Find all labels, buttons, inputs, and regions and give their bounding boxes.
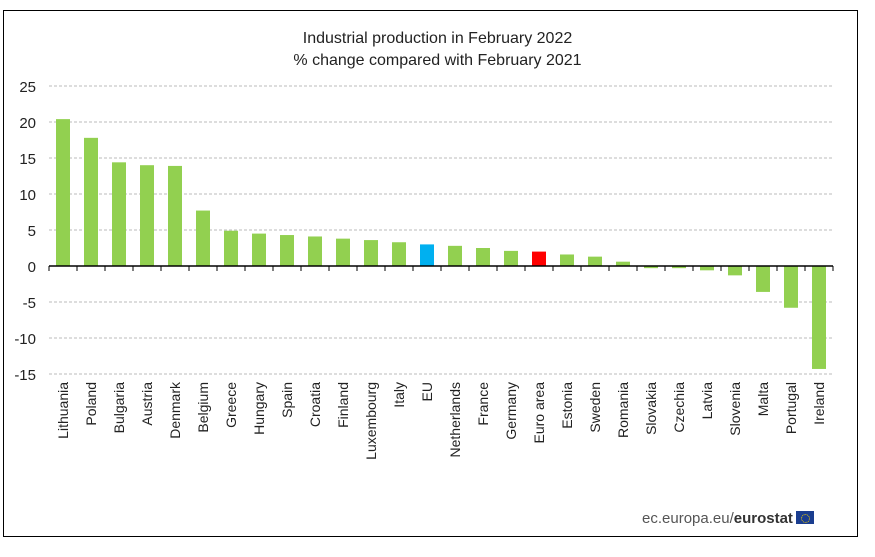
x-tick-label: Bulgaria xyxy=(111,382,127,434)
y-tick-label: -15 xyxy=(14,367,36,384)
bar-czechia xyxy=(672,266,686,269)
bar-luxembourg xyxy=(364,240,378,266)
bar-greece xyxy=(224,230,238,266)
x-tick-label: Hungary xyxy=(251,382,267,435)
chart-subtitle: % change compared with February 2021 xyxy=(293,52,582,69)
bar-germany xyxy=(504,250,518,266)
x-tick-label: Euro area xyxy=(531,382,547,444)
x-tick-label: Greece xyxy=(223,382,239,428)
footer-brand: eurostat xyxy=(733,510,793,527)
chart-frame xyxy=(3,10,858,537)
bar-finland xyxy=(336,238,350,266)
x-tick-label: Spain xyxy=(279,382,295,418)
x-tick-label: Slovakia xyxy=(643,382,659,435)
bar-hungary xyxy=(252,233,266,266)
x-tick-label: Slovenia xyxy=(727,382,743,436)
y-tick-label: 0 xyxy=(28,259,36,276)
bar-slovakia xyxy=(644,266,658,269)
footer-credit: ec.europa.eu/eurostat xyxy=(642,510,814,527)
y-tick-label: 5 xyxy=(28,223,36,240)
bar-spain xyxy=(280,235,294,266)
bar-france xyxy=(476,248,490,266)
x-tick-label: EU xyxy=(419,382,435,401)
bar-romania xyxy=(616,261,630,266)
x-tick-label: Sweden xyxy=(587,382,603,433)
x-tick-label: Germany xyxy=(503,382,519,440)
y-tick-label: 20 xyxy=(19,115,36,132)
x-tick-label: Luxembourg xyxy=(363,382,379,460)
bar-lithuania xyxy=(56,119,70,267)
bar-ireland xyxy=(812,266,826,369)
bar-italy xyxy=(392,242,406,266)
eu-flag-icon xyxy=(795,511,814,524)
chart-title: Industrial production in February 2022 xyxy=(302,30,573,47)
x-tick-label: Lithuania xyxy=(55,382,71,439)
x-tick-label: Austria xyxy=(139,382,155,426)
bar-malta xyxy=(756,266,770,292)
bar-euro-area xyxy=(532,251,546,266)
x-tick-label: Czechia xyxy=(671,382,687,433)
x-tick-label: Portugal xyxy=(783,382,799,434)
x-tick-label: Italy xyxy=(391,382,407,408)
bar-poland xyxy=(84,137,98,266)
x-tick-label: Poland xyxy=(83,382,99,426)
x-tick-label: Romania xyxy=(615,382,631,438)
footer-site: ec.europa.eu/ xyxy=(642,510,734,527)
x-tick-label: Netherlands xyxy=(447,382,463,458)
bar-eu xyxy=(420,244,434,266)
y-tick-label: 15 xyxy=(19,151,36,168)
bar-austria xyxy=(140,165,154,266)
x-tick-label: Finland xyxy=(335,382,351,428)
y-tick-label: -10 xyxy=(14,331,36,348)
bar-belgium xyxy=(196,210,210,266)
bar-croatia xyxy=(308,236,322,266)
x-tick-label: Malta xyxy=(755,382,771,416)
x-tick-label: Latvia xyxy=(699,382,715,420)
x-tick-label: Belgium xyxy=(195,382,211,433)
x-tick-label: Denmark xyxy=(167,381,183,439)
bar-sweden xyxy=(588,256,602,266)
bar-slovenia xyxy=(728,266,742,276)
y-tick-label: 10 xyxy=(19,187,36,204)
x-tick-label: France xyxy=(475,382,491,426)
bar-portugal xyxy=(784,266,798,308)
bar-netherlands xyxy=(448,245,462,266)
y-tick-label: -5 xyxy=(23,295,36,312)
x-tick-label: Estonia xyxy=(559,382,575,429)
bar-denmark xyxy=(168,165,182,266)
bar-latvia xyxy=(700,266,714,271)
bar-estonia xyxy=(560,254,574,266)
y-tick-label: 25 xyxy=(19,79,36,96)
x-tick-label: Croatia xyxy=(307,382,323,427)
bar-bulgaria xyxy=(112,162,126,266)
x-tick-label: Ireland xyxy=(811,382,827,425)
